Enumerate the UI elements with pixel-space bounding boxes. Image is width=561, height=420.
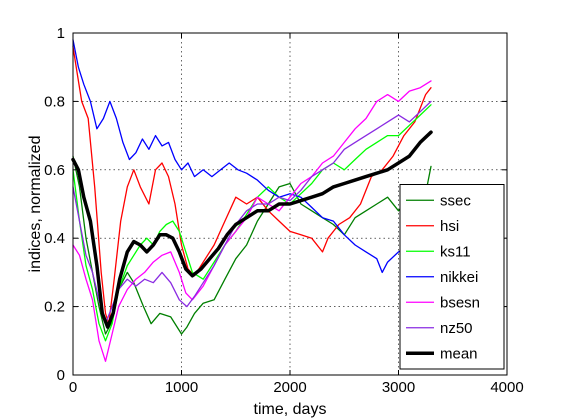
tick-layer: 0 1000 2000 3000 4000 0 0.2 0.4 0.6 0.8 1 bbox=[44, 25, 524, 396]
legend-label-mean: mean bbox=[440, 345, 478, 362]
x-tick-label: 3000 bbox=[382, 379, 415, 396]
series-line-nikkei bbox=[72, 39, 432, 274]
legend-label-ssec: ssec bbox=[440, 192, 471, 209]
series-line-mean bbox=[71, 130, 433, 329]
legend-label-nz50: nz50 bbox=[440, 320, 473, 337]
legend-label-bsesn: bsesn bbox=[440, 294, 480, 311]
y-tick-label: 0.6 bbox=[44, 162, 65, 179]
x-tick-label: 2000 bbox=[273, 379, 306, 396]
legend-label-nikkei: nikkei bbox=[440, 269, 478, 286]
x-tick-label: 1000 bbox=[165, 379, 198, 396]
legend-label-ks11: ks11 bbox=[440, 243, 471, 260]
y-tick-label: 0.8 bbox=[44, 93, 65, 110]
x-tick-label: 0 bbox=[69, 379, 77, 396]
series-layer bbox=[71, 39, 433, 362]
series-line-hsi bbox=[72, 46, 432, 325]
y-tick-label: 0.2 bbox=[44, 299, 65, 316]
x-tick-label: 4000 bbox=[490, 379, 523, 396]
y-axis-label: indices, normalized bbox=[27, 136, 44, 273]
y-tick-label: 0.4 bbox=[44, 230, 65, 247]
legend-label-hsi: hsi bbox=[440, 218, 459, 235]
y-tick-label: 0 bbox=[57, 367, 65, 384]
x-axis-label: time, days bbox=[254, 401, 327, 418]
y-tick-label: 1 bbox=[57, 25, 65, 42]
legend: ssec hsi ks11 nikkei bsesn nz50 mean bbox=[399, 184, 505, 370]
